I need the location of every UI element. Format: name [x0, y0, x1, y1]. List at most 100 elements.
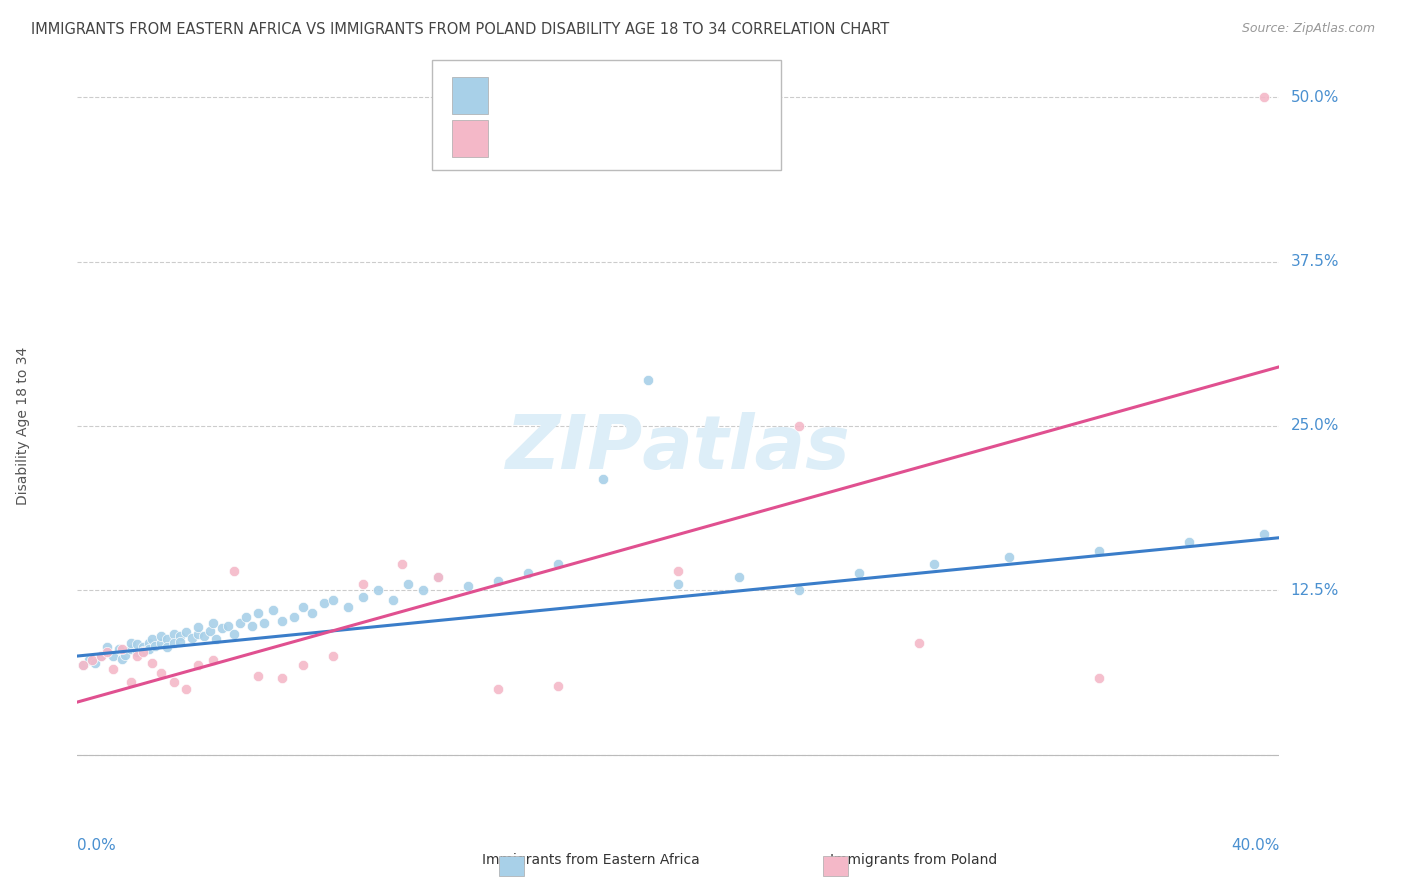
Point: [367, 583, 389, 598]
Point: [262, 603, 284, 617]
Point: [169, 629, 191, 643]
Point: [352, 590, 374, 604]
Point: [138, 642, 160, 657]
Point: [103, 662, 125, 676]
Point: [668, 576, 690, 591]
Point: [217, 619, 239, 633]
Point: [127, 637, 149, 651]
Point: [162, 626, 184, 640]
Point: [322, 648, 344, 663]
Text: 50.0%: 50.0%: [1291, 90, 1339, 104]
Point: [427, 570, 450, 584]
Point: [412, 583, 434, 598]
Point: [72, 658, 94, 673]
Point: [132, 640, 155, 654]
Point: [381, 592, 404, 607]
Point: [162, 675, 184, 690]
Point: [150, 629, 173, 643]
Text: 37.5%: 37.5%: [1291, 254, 1339, 269]
Point: [162, 636, 184, 650]
Point: [186, 658, 209, 673]
Point: [253, 616, 276, 631]
Point: [922, 557, 945, 571]
Point: [637, 373, 659, 387]
Text: R = 0.294: R = 0.294: [505, 87, 588, 104]
Point: [787, 419, 810, 434]
Text: 12.5%: 12.5%: [1291, 582, 1339, 598]
Text: N = 30: N = 30: [648, 129, 710, 147]
Point: [246, 669, 269, 683]
Point: [222, 564, 245, 578]
Point: [193, 629, 215, 643]
Point: [72, 658, 94, 673]
Point: [270, 672, 292, 686]
Point: [391, 557, 413, 571]
Point: [96, 645, 118, 659]
Text: IMMIGRANTS FROM EASTERN AFRICA VS IMMIGRANTS FROM POLAND DISABILITY AGE 18 TO 34: IMMIGRANTS FROM EASTERN AFRICA VS IMMIGR…: [31, 22, 889, 37]
Point: [127, 648, 149, 663]
Point: [246, 606, 269, 620]
Point: [150, 636, 173, 650]
Point: [180, 631, 202, 645]
Point: [111, 642, 134, 657]
Point: [186, 620, 209, 634]
Point: [79, 653, 101, 667]
Point: [1088, 672, 1111, 686]
Point: [84, 656, 107, 670]
Point: [201, 653, 224, 667]
Text: ZIP​atlas: ZIP​atlas: [506, 412, 851, 485]
Point: [547, 557, 569, 571]
Point: [240, 619, 263, 633]
Point: [201, 616, 224, 631]
Point: [486, 574, 509, 588]
Point: [211, 622, 233, 636]
Point: [174, 625, 197, 640]
Point: [1253, 90, 1275, 104]
Point: [82, 653, 104, 667]
Point: [228, 616, 250, 631]
Point: [908, 636, 931, 650]
Point: [352, 576, 374, 591]
Point: [174, 681, 197, 696]
Point: [108, 642, 131, 657]
Point: [150, 666, 173, 681]
Point: [727, 570, 749, 584]
Point: [222, 626, 245, 640]
Point: [396, 576, 419, 591]
Text: Immigrants from Eastern Africa: Immigrants from Eastern Africa: [482, 853, 699, 867]
Point: [90, 648, 112, 663]
Point: [486, 681, 509, 696]
Point: [547, 679, 569, 693]
Point: [90, 648, 112, 663]
Point: [141, 656, 163, 670]
Point: [668, 564, 690, 578]
Point: [120, 636, 142, 650]
Point: [132, 644, 155, 658]
Point: [283, 609, 305, 624]
Text: 0.0%: 0.0%: [77, 838, 117, 853]
Point: [312, 597, 335, 611]
Point: [96, 640, 118, 654]
Point: [235, 609, 257, 624]
Point: [186, 626, 209, 640]
Point: [120, 675, 142, 690]
Text: R = 0.573: R = 0.573: [505, 129, 588, 147]
Point: [141, 632, 163, 646]
Point: [114, 648, 136, 662]
Point: [132, 645, 155, 659]
Point: [169, 634, 191, 648]
Text: Disability Age 18 to 34: Disability Age 18 to 34: [17, 347, 31, 505]
Point: [96, 645, 118, 659]
Point: [120, 642, 142, 657]
Text: Immigrants from Poland: Immigrants from Poland: [831, 853, 997, 867]
Point: [592, 471, 614, 485]
Point: [457, 579, 479, 593]
FancyBboxPatch shape: [432, 60, 780, 170]
Point: [103, 648, 125, 663]
Point: [270, 614, 292, 628]
Point: [145, 639, 167, 653]
Point: [787, 583, 810, 598]
Point: [204, 632, 226, 646]
Point: [322, 592, 344, 607]
Text: Source: ZipAtlas.com: Source: ZipAtlas.com: [1241, 22, 1375, 36]
